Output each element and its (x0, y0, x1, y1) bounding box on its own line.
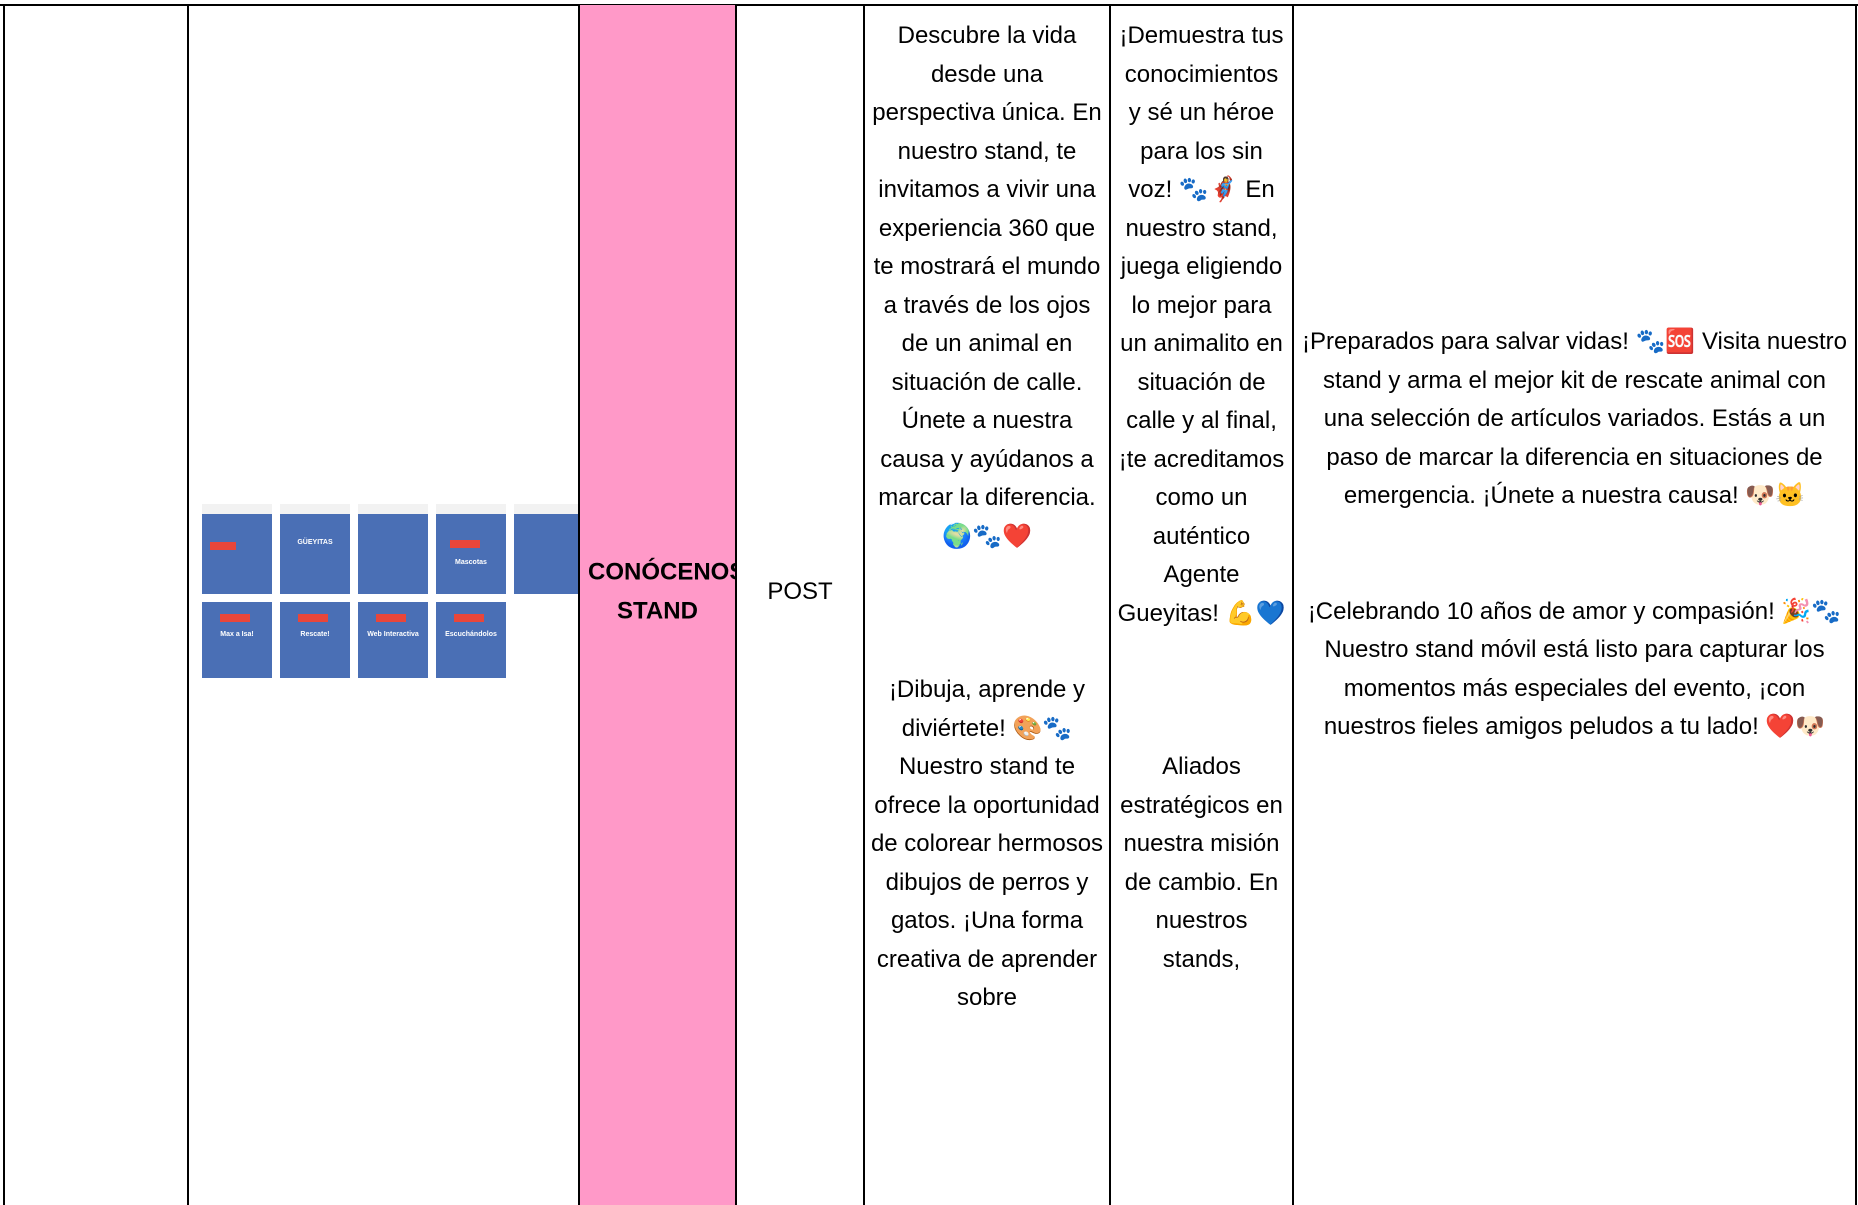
cell-text: ¡Dibuja, aprende y diviértete! 🎨🐾 Nuestr… (870, 676, 1104, 1011)
thumb-label: GÜEYITAS (297, 537, 333, 546)
page: GÜEYITAS Mascotas Max a Isa! Rescate! We… (0, 4, 1858, 1205)
cell-text: Aliados estratégicos en nuestra misión d… (1120, 753, 1283, 973)
cell: POST (735, 5, 863, 1205)
cell: ¡Preparados para salvar vidas! 🐾🆘 Visita… (1292, 5, 1857, 1205)
cell (3, 5, 187, 1205)
cell: GÜEYITAS Mascotas Max a Isa! Rescate! We… (187, 5, 578, 1205)
cell: Descubre la vida desde una perspectiva ú… (863, 5, 1109, 1205)
border (0, 4, 1858, 6)
cell-text: POST (767, 577, 833, 605)
thumbnail: GÜEYITAS Mascotas Max a Isa! Rescate! We… (198, 504, 578, 680)
cell-text: Descubre la vida desde una perspectiva ú… (872, 22, 1102, 550)
thumb-label: Max a Isa! (220, 631, 253, 638)
cell: CONÓCENOS STAND (578, 5, 735, 1205)
cell: ¡Demuestra tus conocimientos y sé un hér… (1109, 5, 1292, 1205)
cell-text: CONÓCENOS STAND (588, 558, 735, 625)
thumb-label: Escuchándolos (445, 631, 497, 638)
cell-text: ¡Celebrando 10 años de amor y compasión!… (1307, 597, 1842, 741)
thumb-label: Rescate! (300, 631, 329, 638)
thumb-label: Mascotas (455, 559, 487, 566)
cell-text: ¡Preparados para salvar vidas! 🐾🆘 Visita… (1302, 328, 1847, 509)
cell-text: ¡Demuestra tus conocimientos y sé un hér… (1117, 22, 1286, 627)
thumb-label: Web Interactiva (367, 631, 419, 638)
